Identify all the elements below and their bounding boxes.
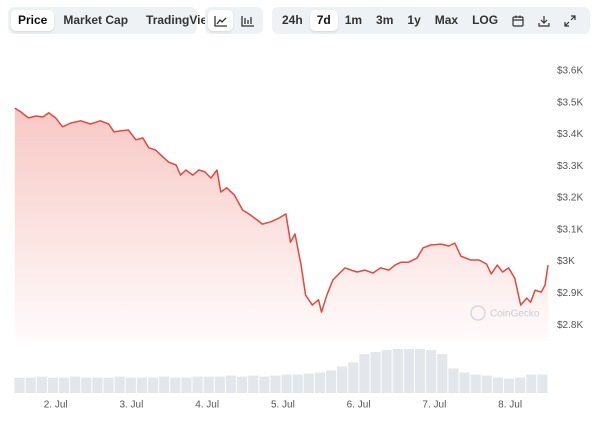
volume-bar: [92, 377, 103, 393]
volume-bar: [203, 376, 214, 393]
fullscreen-icon: [564, 14, 576, 27]
price-line: [14, 107, 549, 313]
volume-bar: [237, 376, 248, 393]
volume-bar: [81, 377, 92, 393]
volume-bar: [537, 374, 548, 393]
tab[interactable]: TradingView: [146, 13, 217, 27]
line-style-button[interactable]: [208, 10, 233, 31]
y-tick-label: $3.6K: [557, 66, 583, 77]
y-tick-label: $2.8K: [557, 320, 583, 331]
volume-bar: [192, 376, 203, 393]
volume-bar: [381, 350, 392, 393]
range[interactable]: 3m: [376, 13, 394, 27]
volume-bar: [337, 366, 348, 393]
calendar-button[interactable]: [505, 10, 531, 31]
volume-bar: [348, 362, 359, 393]
volume-bar: [170, 377, 181, 393]
y-tick-label: $3.3K: [557, 161, 583, 172]
range[interactable]: 7d: [309, 10, 338, 31]
volume-bar: [326, 370, 337, 393]
volume-bar: [47, 377, 58, 393]
volume-bar: [103, 377, 114, 393]
volume-bar: [314, 372, 325, 393]
volume-bar: [270, 375, 281, 393]
volume-bar: [392, 349, 403, 393]
y-tick-label: $3.1K: [557, 224, 583, 235]
volume-bar: [292, 374, 303, 393]
candle-style-button[interactable]: [235, 10, 260, 31]
watermark: CoinGecko: [470, 305, 540, 321]
watermark-text: CoinGecko: [490, 309, 540, 320]
volume-bar: [481, 375, 492, 393]
area: [14, 108, 549, 341]
download-icon: [538, 15, 550, 27]
x-tick-label: 7. Jul: [422, 400, 446, 411]
tab[interactable]: Market Cap: [63, 13, 129, 27]
y-tick-label: $3K: [557, 256, 575, 267]
range[interactable]: 24h: [282, 13, 303, 27]
volume-bar: [259, 376, 270, 393]
volume-bar: [515, 377, 526, 393]
volume-bar: [303, 373, 314, 393]
volume-bar: [426, 350, 437, 393]
volume-bar: [248, 375, 259, 393]
line-icon: [213, 15, 227, 27]
x-tick-label: 8. Jul: [498, 400, 522, 411]
volume-bar: [125, 377, 136, 393]
volume-bar: [181, 377, 192, 393]
volume-bar: [148, 377, 159, 393]
calendar-icon: [512, 15, 524, 27]
volume-bar: [415, 349, 426, 393]
volume-bar: [526, 374, 537, 393]
x-tick-label: 5. Jul: [271, 400, 295, 411]
tab[interactable]: Price: [11, 10, 55, 31]
y-tick-label: $2.9K: [557, 288, 583, 299]
range[interactable]: Max: [434, 13, 459, 27]
x-tick-label: 4. Jul: [195, 400, 219, 411]
volume-bar: [36, 376, 47, 393]
y-tick-label: $3.2K: [557, 193, 583, 204]
volume-bar: [504, 378, 515, 393]
range[interactable]: LOG: [472, 13, 499, 27]
volume-bar: [403, 349, 414, 393]
volume-bar: [359, 354, 370, 393]
volume-bar: [25, 377, 36, 393]
candle-icon: [240, 15, 254, 27]
chart-tabs: Price Market Cap TradingView: [8, 7, 217, 34]
x-tick-label: 2. Jul: [44, 400, 68, 411]
volume-bar: [14, 377, 25, 393]
volume-bar: [114, 376, 125, 393]
chart-style: [205, 7, 263, 34]
volume-bar: [70, 376, 81, 393]
volume-bar: [214, 376, 225, 393]
x-tick-label: 6. Jul: [347, 400, 371, 411]
volume-bar: [437, 354, 448, 393]
y-tick-label: $3.5K: [557, 97, 583, 108]
volume-bar: [459, 372, 470, 393]
volume-bar: [492, 377, 503, 393]
volume-bar: [136, 377, 147, 393]
range[interactable]: 1m: [344, 13, 363, 27]
volume-bar: [225, 375, 236, 393]
fullscreen-button[interactable]: [557, 10, 583, 31]
volume-bar: [470, 374, 481, 393]
volume-bar: [59, 377, 70, 393]
y-tick-label: $3.4K: [557, 129, 583, 140]
volume-bar: [159, 376, 170, 393]
range[interactable]: 1y: [407, 13, 421, 27]
x-tick-label: 3. Jul: [119, 400, 143, 411]
volume-bar: [281, 374, 292, 393]
volume-bar: [448, 368, 459, 393]
download-button[interactable]: [531, 10, 557, 31]
range-buttons: 24h 7d 1m 3m 1y Max LOG: [272, 7, 590, 34]
volume-bar: [370, 352, 381, 393]
